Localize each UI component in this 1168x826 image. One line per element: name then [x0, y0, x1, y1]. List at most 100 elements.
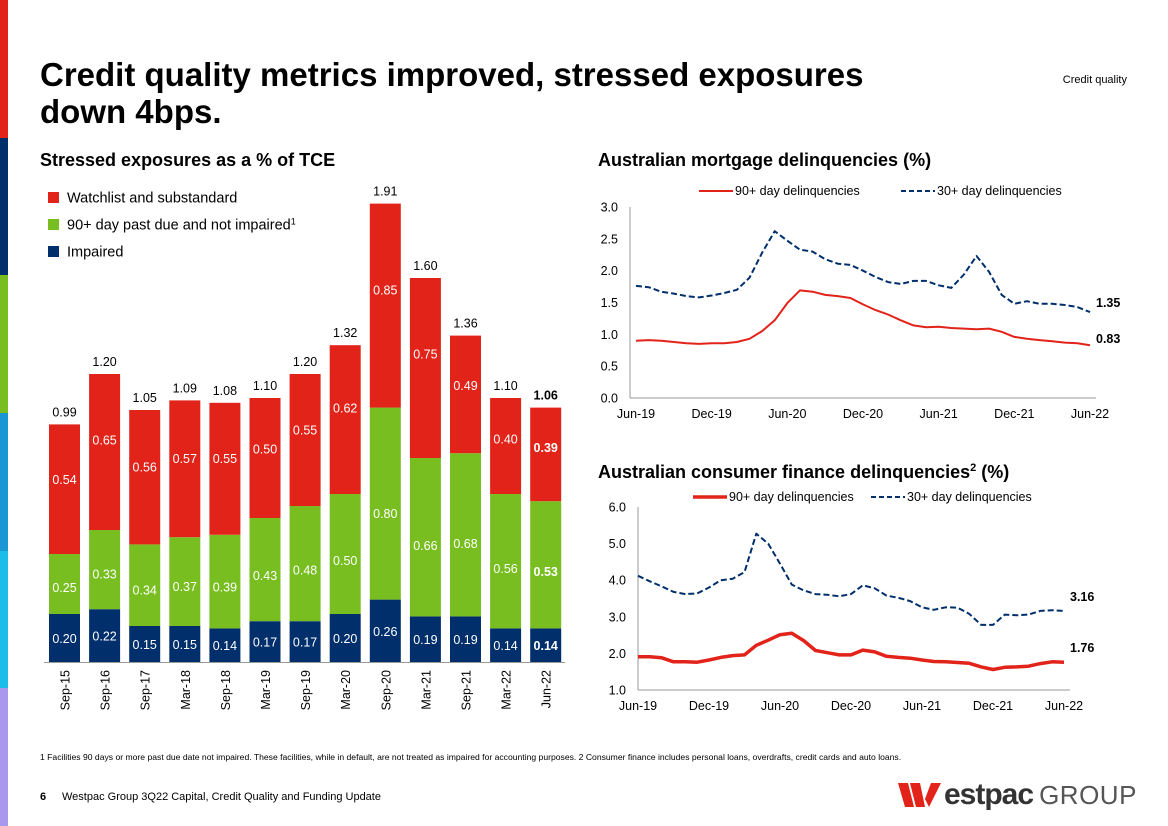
segment-value-label: 0.17	[293, 636, 317, 650]
segment-value-label: 0.49	[453, 379, 477, 393]
legend-label: Impaired	[67, 245, 123, 261]
bar-segment	[530, 628, 562, 662]
bar-segment	[450, 616, 481, 662]
legend-label: 90+ day delinquencies	[729, 490, 854, 504]
stripe-segment	[0, 550, 8, 690]
x-tick-label: Mar-18	[179, 670, 193, 710]
bar-total-label: 1.32	[333, 326, 357, 340]
bar-segment	[209, 402, 241, 535]
x-tick-label: Sep-18	[219, 670, 233, 710]
bar-segment	[49, 614, 80, 662]
legend-swatch	[48, 192, 59, 203]
x-tick-label: Jun-20	[768, 407, 806, 421]
y-tick-label: 1.5	[601, 296, 618, 310]
x-tick-label: Jun-21	[920, 407, 958, 421]
footnote-marker: 1	[291, 217, 296, 227]
segment-value-label: 0.26	[373, 625, 397, 639]
footnote-text: 1 Facilities 90 days or more past due da…	[40, 752, 902, 762]
bar-segment	[530, 407, 562, 502]
x-tick-label: Sep-19	[299, 670, 313, 710]
westpac-logo: estpac GROUP	[898, 778, 1137, 812]
series-90-plus-line	[638, 631, 1065, 672]
y-tick-label: 3.0	[601, 201, 618, 215]
bar-segment	[409, 616, 441, 662]
y-tick-label: 0.5	[601, 360, 618, 374]
page-title: Credit quality metrics improved, stresse…	[40, 56, 864, 130]
footnote-marker: 2	[970, 462, 977, 474]
bar-segment	[169, 537, 201, 626]
segment-value-label: 0.22	[92, 630, 116, 644]
consumer-title-text: Australian consumer finance delinquencie…	[598, 462, 971, 482]
segment-value-label: 0.19	[413, 633, 437, 647]
x-tick-label: Sep-15	[59, 670, 73, 710]
legend-label: Watchlist and substandard	[67, 191, 237, 207]
segment-value-label: 0.39	[534, 441, 558, 455]
bar-total-label: 1.91	[373, 185, 397, 199]
y-tick-label: 0.0	[601, 392, 618, 406]
bar-segment	[249, 621, 281, 662]
end-value-label: 1.76	[1070, 641, 1094, 655]
series-30-plus-line	[637, 532, 1065, 626]
consumer-title-unit: (%)	[976, 462, 1010, 482]
x-tick-label: Jun-20	[761, 699, 799, 713]
segment-value-label: 0.56	[133, 460, 157, 474]
segment-value-label: 0.55	[293, 423, 317, 437]
bar-segment	[490, 398, 522, 494]
bar-segment	[129, 410, 161, 545]
westpac-w-icon	[898, 783, 941, 807]
page-number: 6	[40, 791, 47, 803]
bar-segment	[329, 614, 361, 662]
end-value-label: 0.83	[1096, 332, 1120, 346]
consumer-finance-line-chart: 1.0 2.0 3.0 4.0 5.0 6.0 Jun-19 Dec-19 Jun-20 Dec-…	[609, 490, 1095, 713]
y-tick-label: 1.0	[609, 684, 626, 698]
legend-swatch	[48, 219, 59, 230]
bar-segment	[409, 458, 441, 617]
legend-swatch	[48, 246, 59, 257]
stripe-segment	[0, 137, 8, 277]
bar-segment	[89, 530, 121, 610]
logo-group-text: GROUP	[1039, 779, 1137, 810]
stripe-segment	[0, 275, 8, 414]
segment-value-label: 0.55	[213, 452, 237, 466]
segment-value-label: 0.40	[493, 432, 517, 446]
segment-value-label: 0.20	[52, 632, 76, 646]
logo-wordmark: estpac	[944, 778, 1034, 811]
bar-segment	[450, 453, 481, 617]
y-tick-label: 2.0	[609, 647, 626, 661]
bar-total-label: 1.10	[253, 379, 277, 393]
series-90-plus-line	[635, 289, 1091, 347]
bar-total-label: 1.10	[493, 379, 517, 393]
bar-segment	[369, 203, 401, 408]
bar-segment	[490, 494, 522, 629]
x-tick-label: Dec-19	[692, 407, 732, 421]
series-30-plus-line	[635, 230, 1091, 314]
segment-value-label: 0.17	[253, 636, 277, 650]
segment-value-label: 0.25	[52, 581, 76, 595]
y-tick-label: 3.0	[609, 610, 626, 624]
x-tick-label: Sep-16	[99, 670, 113, 710]
segment-value-label: 0.15	[133, 638, 157, 652]
stripe-segment	[0, 413, 8, 552]
segment-value-label: 0.85	[373, 283, 397, 297]
segment-value-label: 0.34	[133, 583, 157, 597]
segment-value-label: 0.57	[173, 452, 197, 466]
bar-segment	[129, 626, 161, 662]
bar-segment	[89, 374, 121, 530]
bar-segment	[209, 534, 241, 629]
segment-value-label: 0.50	[253, 442, 277, 456]
segment-value-label: 0.68	[453, 537, 477, 551]
stressed-exposures-bar-chart: Watchlist and substandard 90+ day past du…	[44, 185, 565, 710]
segment-value-label: 0.54	[52, 473, 76, 487]
x-tick-label: Dec-20	[831, 699, 871, 713]
bar-segment	[289, 374, 321, 506]
x-tick-label: Mar-20	[339, 670, 353, 710]
bar-segment	[329, 345, 361, 494]
y-tick-label: 2.0	[601, 264, 618, 278]
segment-value-label: 0.15	[173, 638, 197, 652]
segment-value-label: 0.48	[293, 563, 317, 577]
y-tick-label: 5.0	[609, 537, 626, 551]
bar-segment	[169, 400, 201, 538]
bar-segment	[49, 554, 80, 614]
x-tick-label: Jun-22	[540, 670, 554, 708]
segment-value-label: 0.56	[493, 562, 517, 576]
